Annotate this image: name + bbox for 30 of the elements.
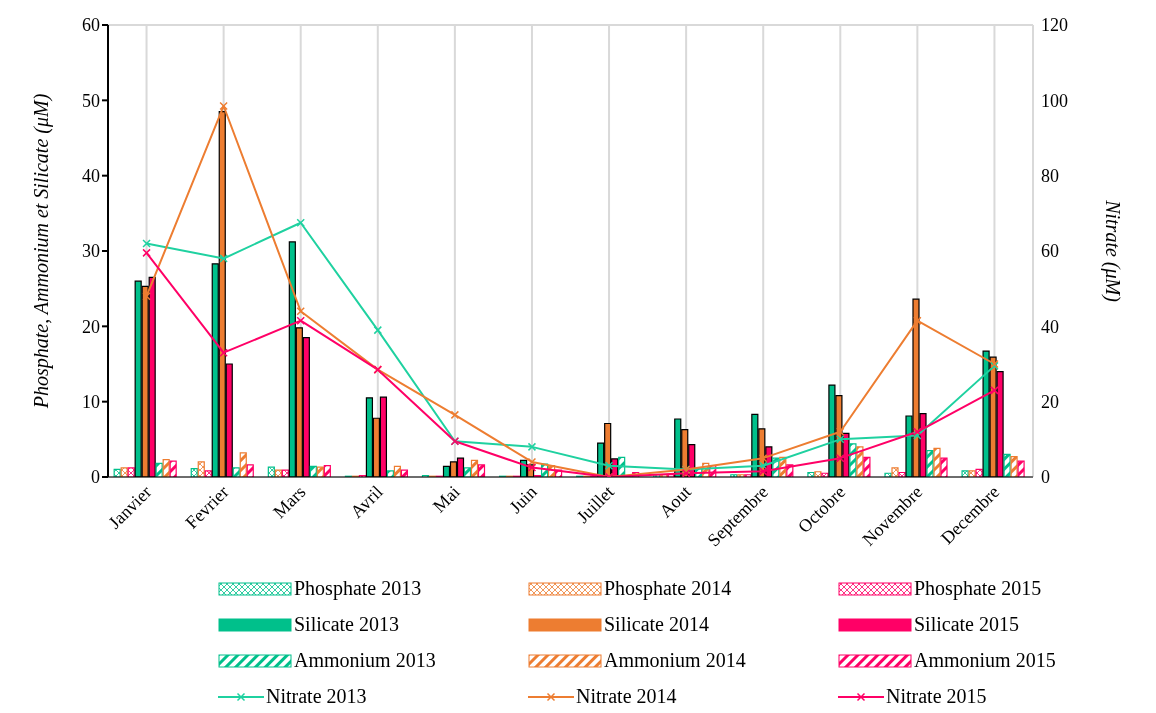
legend-label: Silicate 2015 — [914, 613, 1019, 636]
x-tick-label: Juin — [505, 481, 541, 518]
legend-label: Ammonium 2013 — [294, 649, 436, 672]
y-axis-title: Phosphate, Ammonium et Silicate (μM) — [30, 93, 54, 410]
y2-tick-label: 100 — [1041, 90, 1068, 111]
y-tick-label: 30 — [82, 241, 100, 262]
y-tick-label: 40 — [82, 166, 100, 187]
y-tick-label: 10 — [82, 392, 100, 413]
y2-tick-label: 40 — [1041, 316, 1059, 337]
legend-label: Phosphate 2014 — [604, 577, 732, 600]
legend-label: Ammonium 2014 — [604, 649, 746, 672]
y2-tick-label: 80 — [1041, 166, 1059, 187]
y2-tick-label: 20 — [1041, 392, 1059, 413]
legend-label: Phosphate 2013 — [294, 577, 422, 600]
y-tick-label: 50 — [82, 90, 100, 111]
y2-tick-label: 60 — [1041, 241, 1059, 262]
legend-label: Silicate 2014 — [604, 613, 709, 636]
y-tick-label: 20 — [82, 316, 100, 337]
x-tick-label: Mai — [429, 481, 464, 517]
legend-label: Nitrate 2014 — [576, 685, 677, 708]
y2-tick-label: 0 — [1041, 467, 1050, 488]
y2-tick-label: 120 — [1041, 15, 1068, 36]
y-tick-label: 0 — [91, 467, 100, 488]
y2-axis-title: Nitrate (μM) — [1100, 199, 1124, 303]
y-tick-label: 60 — [82, 15, 100, 36]
legend-label: Ammonium 2015 — [914, 649, 1056, 672]
legend-label: Nitrate 2013 — [266, 685, 367, 708]
legend-label: Silicate 2013 — [294, 613, 399, 636]
legend-label: Nitrate 2015 — [886, 685, 987, 708]
legend-label: Phosphate 2015 — [914, 577, 1042, 600]
